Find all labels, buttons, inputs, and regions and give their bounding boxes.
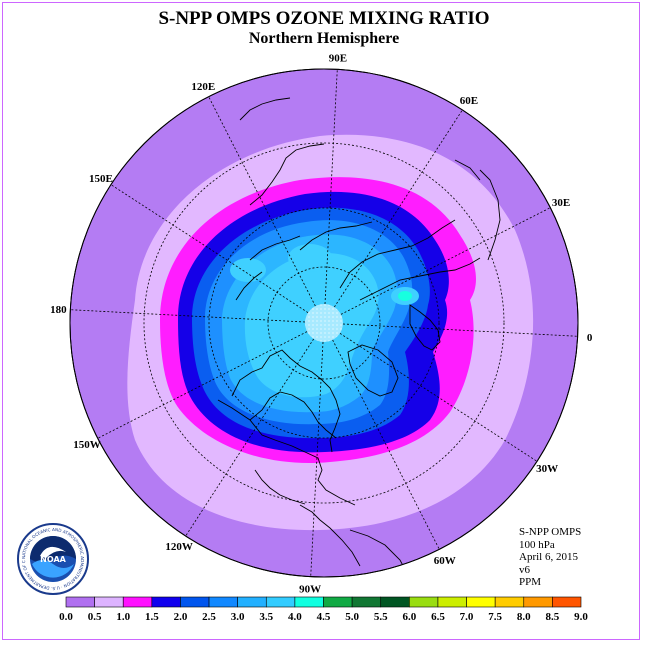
colorbar-label: 2.0 [174, 611, 188, 623]
longitude-label: 60W [434, 555, 456, 567]
longitude-labels: 0 30E 60E 90E 120E 150E 180 150W 120W 90W 60W 30W [50, 52, 593, 595]
longitude-label: 150W [73, 439, 101, 451]
colorbar-label: 3.0 [231, 611, 245, 623]
colorbar-swatch [351, 596, 382, 608]
colorbar-swatch [94, 596, 124, 608]
meridian-line [110, 184, 309, 313]
colorbar-swatch [323, 596, 353, 608]
info-units: PPM [519, 576, 542, 588]
pole-no-data-cap-base [305, 304, 343, 342]
longitude-label: 120E [191, 81, 215, 93]
colorbar-swatch [523, 596, 553, 608]
colorbar-label: 9.0 [574, 611, 588, 623]
longitude-label: 90W [299, 584, 321, 596]
colorbar-swatch [494, 596, 525, 608]
info-date: April 6, 2015 [519, 551, 578, 563]
map-subtitle: Northern Hemisphere [248, 30, 400, 47]
colorbar-swatch [552, 596, 582, 608]
longitude-label: 60E [460, 95, 478, 107]
colorbar-swatch [437, 596, 467, 608]
info-instrument: S-NPP OMPS [519, 526, 582, 538]
colorbar-label: 2.5 [202, 611, 216, 623]
longitude-label: 30E [552, 197, 570, 209]
meridian-line [339, 333, 538, 462]
meridian-line [342, 323, 578, 337]
colorbar-swatch [180, 596, 210, 608]
colorbar-swatch [208, 596, 238, 608]
longitude-label: 30W [536, 463, 558, 475]
longitude-label: 90E [329, 52, 347, 64]
colorbar-label: 0.0 [59, 611, 73, 623]
meridian-line [208, 96, 316, 307]
colorbar-swatch [65, 596, 95, 608]
colorbar-label: 4.5 [317, 611, 331, 623]
colorbar-label: 0.5 [88, 611, 102, 623]
colorbar-label: 7.5 [488, 611, 502, 623]
meridian-line [310, 341, 324, 577]
colorbar-label: 8.5 [546, 611, 560, 623]
coastlines [217, 97, 501, 576]
longitude-label: 0 [587, 332, 593, 344]
contour-patch [288, 244, 332, 272]
colorbar-label: 1.5 [145, 611, 159, 623]
info-version: v6 [519, 563, 530, 576]
colorbar-swatch [380, 596, 410, 608]
info-level: 100 hPa [519, 538, 555, 551]
meridian-line [340, 207, 551, 315]
colorbar-label: 5.5 [374, 611, 388, 623]
longitude-lines [70, 69, 578, 577]
latitude-lines [143, 142, 505, 504]
meridian-line [185, 338, 314, 537]
map-title: S-NPP OMPS OZONE MIXING RATIO [158, 8, 490, 29]
colorbar-label: 5.0 [345, 611, 359, 623]
colorbar-swatch [265, 596, 296, 608]
meridian-line [70, 309, 306, 323]
meridian-line [334, 109, 463, 308]
contour-patch [230, 258, 266, 282]
meridian-line [97, 331, 308, 439]
colorbar-swatch [122, 596, 153, 608]
colorbar-label: 8.0 [517, 611, 531, 623]
colorbar-swatch [151, 596, 181, 608]
colorbar-label: 7.0 [460, 611, 474, 623]
logo-text: NOAA [40, 555, 66, 564]
colorbar-label: 1.0 [116, 611, 130, 623]
meridian-line [332, 339, 440, 550]
longitude-label: 120W [165, 541, 193, 553]
colorbar-label: 6.5 [431, 611, 445, 623]
colorbar: 0.0 0.5 1.0 1.5 2.0 2.5 3.0 3.5 4.0 4.5 5.0 5.5 6.0 6… [59, 596, 588, 623]
colorbar-label: 3.5 [259, 611, 273, 623]
colorbar-label: 6.0 [402, 611, 416, 623]
colorbar-swatch [237, 596, 267, 608]
colorbar-swatch [466, 596, 496, 608]
meridian-line [324, 69, 338, 305]
colorbar-swatch [409, 596, 439, 608]
colorbar-swatch [294, 596, 324, 608]
longitude-label: 180 [50, 304, 67, 316]
product-info: S-NPP OMPS 100 hPa April 6, 2015 v6 PPM [519, 526, 581, 589]
contour-4.0-4.5-max [398, 291, 412, 301]
colorbar-label: 4.0 [288, 611, 302, 623]
noaa-logo: NOAA NATIONAL OCEANIC AND ATMOSPHERIC AD… [16, 522, 89, 595]
longitude-label: 150E [89, 173, 113, 185]
